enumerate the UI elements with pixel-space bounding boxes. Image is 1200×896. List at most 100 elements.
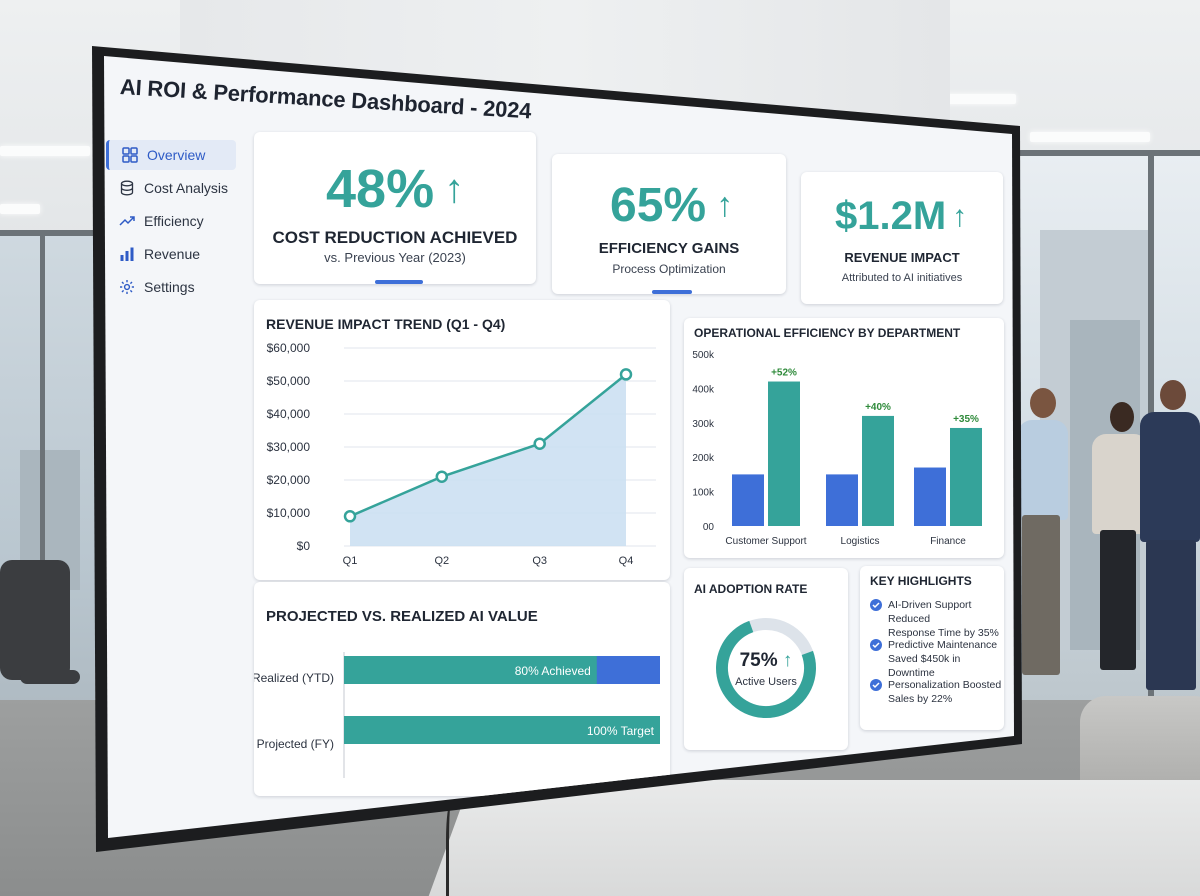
y-tick-label: 200k	[692, 453, 715, 464]
kpi-subtitle: Attributed to AI initiatives	[841, 272, 963, 284]
bar-data-label: +40%	[865, 402, 891, 413]
x-tick-label: Q4	[619, 555, 634, 567]
y-tick-label: 00	[703, 522, 715, 533]
data-point	[343, 510, 357, 523]
kpi-subtitle: vs. Previous Year (2023)	[324, 250, 466, 265]
window-left	[0, 230, 95, 790]
highlight-item: Predictive Maintenance Saved $450k in Dow…	[870, 638, 1004, 680]
donut-segment	[716, 618, 816, 718]
office-chair	[0, 560, 70, 680]
category-label: Projected (FY)	[257, 737, 334, 751]
bar-data-label: +52%	[771, 368, 797, 379]
section-title: REVENUE IMPACT TREND (Q1 - Q4)	[266, 316, 506, 332]
up-arrow-icon: ↑	[444, 166, 465, 211]
bar-baseline	[826, 474, 858, 526]
kpi-indicator	[652, 290, 692, 294]
check-icon	[870, 639, 882, 651]
data-point	[619, 368, 633, 381]
x-tick-label: Q2	[434, 555, 449, 567]
kpi-value: $1.2M ↑	[835, 194, 967, 239]
bar-baseline	[914, 467, 946, 526]
highlight-text: Predictive Maintenance	[888, 639, 998, 651]
series-line	[349, 373, 627, 518]
bar-with-ai	[768, 381, 800, 526]
check-icon	[870, 679, 882, 691]
adoption-card[interactable]: AI ADOPTION RATE 75% ↑ Active Users	[684, 568, 848, 750]
sidebar-item-efficiency[interactable]: Efficiency	[106, 206, 236, 236]
section-title: KEY HIGHLIGHTS	[870, 574, 972, 588]
y-tick-label: $50,000	[267, 374, 311, 388]
x-tick-label: Logistics	[841, 536, 880, 547]
kpi-card-revenue[interactable]: $1.2M ↑ REVENUE IMPACT Attributed to AI …	[801, 172, 1003, 304]
y-tick-label: 400k	[692, 384, 715, 395]
x-tick-label: Customer Support	[725, 536, 806, 547]
kpi-value-text: $1.2M	[835, 194, 947, 238]
highlight-item: AI-Driven Support Reduced Response Time b…	[870, 598, 1004, 640]
sidebar-item-overview[interactable]: Overview	[106, 140, 236, 170]
up-arrow-icon: ↑	[716, 186, 734, 224]
grid-icon	[121, 147, 139, 163]
highlight-text: AI-Driven Support Reduced	[888, 599, 972, 625]
up-arrow-icon: ↑	[952, 199, 968, 233]
revenue-trend-chart: $60,000 $50,000 $40,000 $30,000 $20,000 $10,0…	[267, 341, 656, 567]
y-tick-label: $20,000	[267, 473, 311, 487]
y-tick-label: $30,000	[267, 440, 311, 454]
sidebar-item-revenue[interactable]: Revenue	[106, 239, 236, 269]
data-point	[435, 470, 449, 483]
highlight-text: Saved $450k in Downtime	[888, 653, 961, 679]
x-tick-label: Finance	[930, 536, 966, 547]
bar-with-ai	[950, 427, 982, 526]
ceiling-light	[0, 204, 40, 214]
adoption-subtitle: Active Users	[735, 676, 797, 688]
kpi-indicator	[375, 280, 423, 284]
kpi-card-cost-reduction[interactable]: 48% ↑ COST REDUCTION ACHIEVED vs. Previo…	[254, 132, 536, 284]
highlight-text: Response Time by 35%	[888, 627, 999, 639]
projected-value-chart: 80% Achieved Realized (YTD) 100% Target Pro…	[254, 652, 660, 778]
efficiency-chart: 500k 400k 300k 200k 100k 00 +52% Customer Suppo…	[692, 350, 982, 547]
kpi-value-text: 65%	[610, 179, 707, 232]
sidebar-item-label: Cost Analysis	[144, 180, 229, 196]
monitor-cable	[446, 800, 460, 896]
adoption-value: 75% ↑	[684, 650, 848, 672]
y-tick-label: 300k	[692, 419, 715, 430]
bar-fill	[344, 656, 597, 684]
bar-data-label: 100% Target	[587, 724, 655, 738]
kpi-subtitle: Process Optimization	[612, 262, 726, 276]
highlight-item: Personalization Boosted Sales by 22%	[870, 678, 1001, 706]
highlights-card[interactable]: KEY HIGHLIGHTS AI-Driven Support Reduced…	[860, 566, 1004, 730]
highlight-text: Sales by 22%	[888, 693, 953, 705]
highlight-text: Personalization Boosted	[888, 679, 1002, 691]
x-tick-label: Q3	[532, 555, 547, 567]
series-area	[350, 374, 626, 546]
section-title: AI ADOPTION RATE	[694, 582, 808, 596]
bar-fill	[344, 716, 660, 744]
kpi-label: REVENUE IMPACT	[844, 250, 960, 265]
up-arrow-icon: ↑	[782, 650, 793, 671]
efficiency-card[interactable]: OPERATIONAL EFFICIENCY BY DEPARTMENT 500…	[684, 318, 1004, 558]
sidebar-item-settings[interactable]: Settings	[106, 272, 236, 302]
data-point	[533, 437, 546, 450]
y-tick-label: $10,000	[267, 506, 311, 520]
sidebar-item-label: Efficiency	[144, 213, 204, 229]
sidebar-item-label: Overview	[147, 147, 206, 163]
revenue-trend-card[interactable]: REVENUE IMPACT TREND (Q1 - Q4) $60,000 $5…	[254, 300, 670, 580]
sidebar-item-cost-analysis[interactable]: Cost Analysis	[106, 173, 236, 203]
y-tick-label: 100k	[692, 488, 715, 499]
sidebar-item-label: Revenue	[144, 246, 201, 262]
kpi-value: 48% ↑	[326, 158, 464, 220]
gear-icon	[118, 280, 136, 294]
ceiling-light	[926, 94, 1016, 104]
category-label: Realized (YTD)	[254, 671, 334, 685]
bar-data-label: 80% Achieved	[515, 664, 591, 678]
section-title: OPERATIONAL EFFICIENCY BY DEPARTMENT	[694, 326, 961, 340]
kpi-label: EFFICIENCY GAINS	[598, 240, 740, 257]
y-tick-label: $60,000	[267, 341, 311, 355]
bar-with-ai	[862, 415, 894, 526]
adoption-donut	[716, 618, 816, 718]
kpi-value-text: 48%	[326, 159, 435, 219]
projected-value-card[interactable]: PROJECTED VS. REALIZED AI VALUE 80% Achi…	[254, 582, 670, 796]
ceiling-light	[0, 146, 90, 156]
kpi-card-efficiency[interactable]: 65% ↑ EFFICIENCY GAINS Process Optimizat…	[552, 154, 786, 294]
bar-data-label: +35%	[953, 414, 979, 425]
